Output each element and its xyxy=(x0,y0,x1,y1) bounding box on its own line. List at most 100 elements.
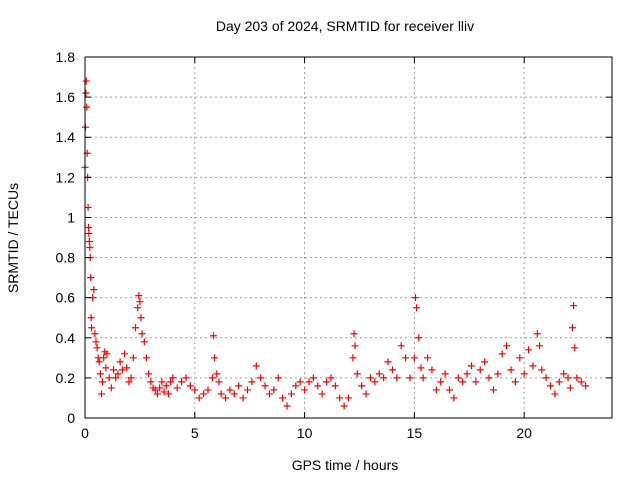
data-point xyxy=(85,238,93,246)
y-tick-label: 0.8 xyxy=(56,250,76,266)
data-point xyxy=(90,286,98,294)
data-point xyxy=(265,390,273,398)
data-point xyxy=(257,374,265,382)
y-tick-label: 0 xyxy=(67,410,75,426)
data-point xyxy=(226,386,234,394)
data-point xyxy=(481,358,489,366)
data-point xyxy=(99,378,107,386)
data-point xyxy=(296,378,304,386)
data-point xyxy=(145,370,153,378)
grid-lines xyxy=(85,57,612,418)
data-point xyxy=(169,374,177,382)
data-point xyxy=(340,402,348,410)
data-point xyxy=(217,390,225,398)
data-point xyxy=(542,374,550,382)
x-tick-labels: 0 5 10 15 20 xyxy=(81,425,532,441)
data-point xyxy=(350,330,358,338)
data-point xyxy=(336,394,344,402)
data-point xyxy=(454,374,462,382)
data-point xyxy=(292,382,300,390)
data-point xyxy=(371,378,379,386)
data-point xyxy=(114,370,122,378)
data-point xyxy=(151,386,159,394)
data-point xyxy=(441,370,449,378)
data-point xyxy=(137,314,145,322)
data-point xyxy=(301,386,309,394)
x-tick-label: 15 xyxy=(407,425,423,441)
data-point xyxy=(419,374,427,382)
data-point xyxy=(134,304,142,312)
plot-frame xyxy=(84,56,613,419)
data-point xyxy=(397,342,405,350)
data-point xyxy=(156,384,164,392)
data-point xyxy=(362,390,370,398)
data-point xyxy=(560,370,568,378)
data-point xyxy=(82,89,90,97)
data-point xyxy=(100,354,108,362)
data-point xyxy=(424,354,432,362)
data-point xyxy=(287,390,295,398)
data-point xyxy=(564,374,572,382)
data-point xyxy=(279,394,287,402)
data-point xyxy=(384,358,392,366)
x-tick-label: 20 xyxy=(516,425,532,441)
data-point xyxy=(107,384,115,392)
data-point xyxy=(102,364,110,372)
data-point xyxy=(160,388,168,396)
data-point xyxy=(525,346,533,354)
data-point xyxy=(164,390,172,398)
data-point xyxy=(178,378,186,386)
data-point xyxy=(323,378,331,386)
data-point xyxy=(147,378,155,386)
data-point xyxy=(393,374,401,382)
data-point xyxy=(494,370,502,378)
data-point xyxy=(568,324,576,332)
data-point xyxy=(428,366,436,374)
data-point xyxy=(123,364,131,372)
data-point xyxy=(388,366,396,374)
data-point xyxy=(235,382,243,390)
data-point xyxy=(327,374,335,382)
data-point xyxy=(353,370,361,378)
y-tick-label: 1.8 xyxy=(56,49,76,65)
data-point xyxy=(507,366,515,374)
data-point xyxy=(173,384,181,392)
data-point xyxy=(140,338,148,346)
y-tick-label: 1.6 xyxy=(56,89,76,105)
data-point xyxy=(182,374,190,382)
data-point xyxy=(213,370,221,378)
y-tick-label: 1.4 xyxy=(56,129,76,145)
data-point xyxy=(127,374,135,382)
data-point xyxy=(380,374,388,382)
data-point xyxy=(261,382,269,390)
data-point xyxy=(309,374,317,382)
data-point xyxy=(489,386,497,394)
data-point xyxy=(555,378,563,386)
data-point xyxy=(318,390,326,398)
data-point xyxy=(538,366,546,374)
x-tick-label: 0 xyxy=(81,425,89,441)
data-point xyxy=(125,378,133,386)
data-point xyxy=(570,302,578,310)
data-point xyxy=(551,390,559,398)
data-point xyxy=(459,378,467,386)
data-point xyxy=(239,394,247,402)
data-point xyxy=(209,332,217,340)
data-point xyxy=(222,394,230,402)
data-point xyxy=(200,390,208,398)
data-point xyxy=(573,374,581,382)
data-point xyxy=(129,354,137,362)
y-tick-label: 0.4 xyxy=(56,330,76,346)
data-point xyxy=(85,229,93,237)
data-point xyxy=(402,354,410,362)
data-point xyxy=(138,330,146,338)
data-point xyxy=(446,386,454,394)
data-point xyxy=(162,382,170,390)
data-point xyxy=(88,324,96,332)
data-point xyxy=(331,382,339,390)
data-point xyxy=(142,354,150,362)
data-points xyxy=(81,77,590,410)
data-point xyxy=(136,298,144,306)
data-point xyxy=(503,342,511,350)
data-point xyxy=(97,390,105,398)
